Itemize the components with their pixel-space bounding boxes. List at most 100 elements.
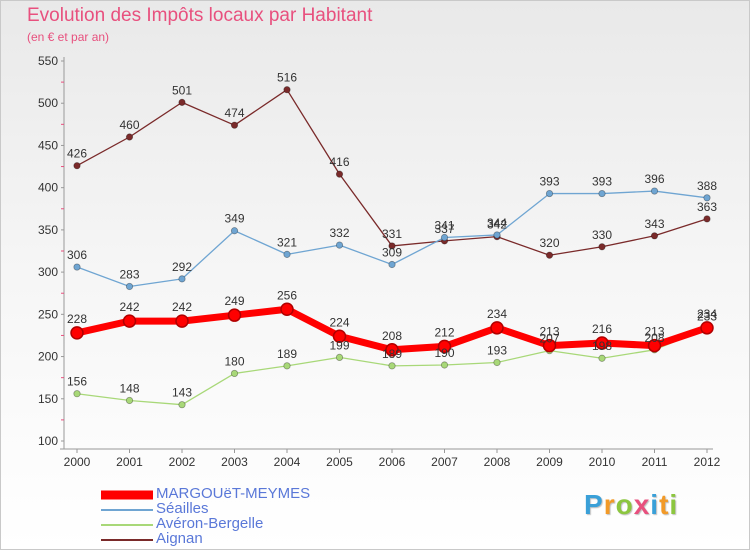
chart-subtitle: (en € et par an): [27, 30, 110, 44]
data-label-1-8: 344: [487, 216, 507, 230]
data-point-2-8: [493, 358, 501, 367]
data-label-1-2: 292: [172, 260, 192, 274]
data-label-1-11: 396: [644, 172, 664, 186]
y-tick-label: 150: [38, 392, 58, 406]
data-label-0-11: 213: [644, 325, 664, 339]
data-point-0-0: [70, 326, 84, 340]
data-label-1-0: 306: [67, 248, 87, 262]
logo-letter: o: [615, 489, 634, 520]
logo-letter: t: [659, 489, 670, 520]
y-tick-label: 550: [38, 54, 58, 68]
data-label-0-3: 249: [224, 294, 244, 308]
x-tick-label: 2004: [274, 455, 301, 469]
data-label-2-6: 189: [382, 347, 402, 361]
data-point-3-2: [178, 98, 186, 106]
legend-swatch: [101, 523, 153, 526]
logo-letter: x: [633, 489, 651, 520]
data-label-3-9: 320: [539, 236, 559, 250]
data-label-1-9: 393: [539, 175, 559, 189]
data-point-0-2: [175, 314, 189, 328]
x-tick-label: 2010: [589, 455, 616, 469]
data-point-2-6: [388, 362, 396, 370]
data-point-3-4: [283, 86, 291, 94]
data-label-0-0: 228: [67, 312, 87, 326]
data-point-1-5: [335, 241, 344, 249]
x-tick-label: 2012: [694, 455, 721, 469]
legend-label: Aignan: [156, 530, 203, 547]
data-label-3-7: 337: [434, 222, 454, 236]
data-label-2-2: 143: [172, 386, 192, 400]
legend-swatch: [101, 538, 153, 541]
data-label-3-3: 474: [224, 106, 244, 120]
data-label-0-10: 216: [592, 322, 612, 336]
data-label-0-6: 208: [382, 329, 402, 343]
data-point-1-9: [545, 189, 554, 198]
data-point-1-6: [388, 260, 396, 269]
logo-letter: r: [603, 489, 616, 520]
data-point-0-10: [595, 336, 609, 350]
data-point-3-11: [650, 232, 659, 240]
data-point-2-1: [125, 396, 134, 405]
data-point-1-3: [230, 227, 239, 235]
x-tick-label: 2002: [169, 455, 196, 469]
logo-letter: P: [584, 489, 604, 520]
data-point-1-11: [650, 187, 659, 195]
data-point-0-1: [122, 314, 137, 328]
data-label-1-4: 321: [277, 235, 297, 249]
data-label-2-8: 193: [487, 343, 507, 357]
data-point-3-1: [125, 133, 134, 141]
data-point-2-0: [73, 390, 81, 398]
x-tick-label: 2003: [221, 455, 248, 469]
data-label-3-12: 363: [697, 200, 717, 214]
y-tick-label: 300: [38, 265, 58, 279]
legend-swatch: [101, 490, 153, 499]
data-point-0-5: [332, 329, 347, 344]
legend-label: Séailles: [156, 500, 209, 517]
data-label-3-4: 516: [277, 71, 297, 85]
data-label-2-9: 207: [539, 332, 559, 346]
data-point-2-5: [335, 353, 344, 361]
data-point-2-4: [283, 362, 291, 370]
data-point-0-12: [700, 321, 714, 335]
data-label-1-7: 341: [434, 218, 454, 232]
data-label-1-10: 393: [592, 175, 612, 189]
data-point-0-7: [437, 339, 452, 354]
data-point-2-2: [178, 401, 186, 409]
data-point-0-11: [647, 338, 662, 353]
legend-swatch: [101, 508, 153, 511]
data-label-3-6: 331: [382, 227, 402, 241]
data-point-1-1: [125, 282, 134, 291]
data-point-2-10: [598, 354, 606, 362]
logo-letter: i: [669, 489, 679, 520]
legend-label: Avéron-Bergelle: [156, 515, 264, 532]
data-point-2-3: [230, 369, 239, 378]
logo-letter: i: [650, 489, 660, 520]
data-label-2-11: 208: [644, 331, 664, 345]
y-tick-label: 200: [38, 350, 58, 364]
data-point-3-6: [388, 242, 396, 250]
legend-label: MARGOUëT-MEYMES: [156, 485, 311, 502]
data-label-2-0: 156: [67, 375, 87, 389]
data-label-2-4: 189: [277, 347, 297, 361]
data-label-0-12: 234: [697, 307, 717, 321]
x-tick-label: 2011: [642, 455, 668, 469]
data-label-1-3: 349: [224, 212, 244, 226]
data-label-0-4: 256: [277, 288, 297, 302]
x-tick-label: 2006: [379, 455, 406, 469]
y-tick-label: 100: [38, 434, 58, 448]
data-point-0-6: [385, 343, 399, 357]
y-tick-label: 450: [38, 138, 58, 152]
data-label-2-12: 233: [697, 310, 717, 324]
y-tick-label: 400: [38, 181, 58, 195]
data-label-0-7: 212: [434, 325, 454, 339]
data-point-1-10: [598, 189, 606, 198]
data-point-1-2: [178, 275, 186, 283]
data-point-1-4: [283, 250, 291, 258]
data-label-3-1: 460: [119, 118, 139, 132]
data-point-0-8: [490, 321, 504, 335]
y-tick-label: 350: [38, 223, 58, 237]
data-point-3-5: [335, 170, 344, 178]
x-tick-label: 2000: [64, 455, 91, 469]
chart-title: Evolution des Impôts locaux par Habitant: [27, 5, 373, 26]
